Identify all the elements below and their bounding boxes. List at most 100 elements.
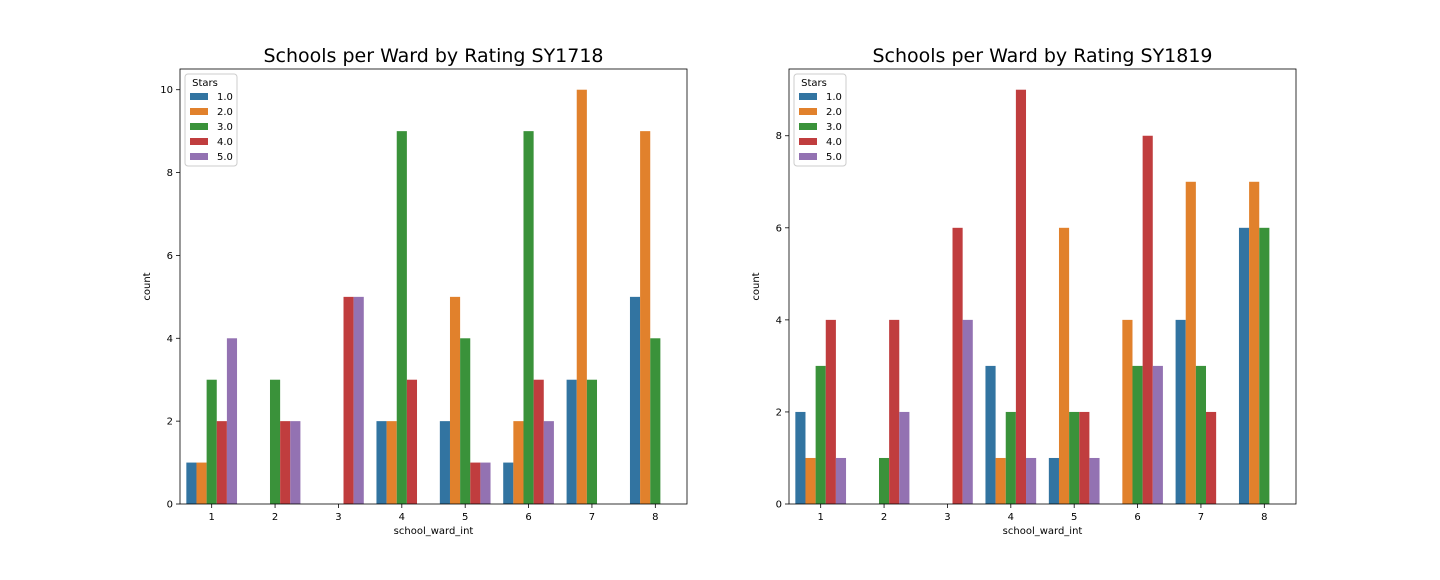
x-tick-label: 1 xyxy=(209,512,215,523)
bar xyxy=(640,131,651,504)
bar xyxy=(889,319,900,504)
legend-entry: 4.0 xyxy=(826,137,842,148)
bar xyxy=(1175,319,1186,504)
bar xyxy=(586,379,598,504)
bar xyxy=(1069,411,1080,504)
bar xyxy=(985,365,996,504)
y-axis-label: count xyxy=(751,272,762,300)
bar xyxy=(449,296,461,504)
legend-entry: 5.0 xyxy=(826,152,842,163)
bar xyxy=(470,462,481,504)
bar xyxy=(1206,411,1217,504)
chart-panel-2: Schools per Ward by Rating SY1819 0 2 4 6 8 1 2… xyxy=(751,45,1297,537)
x-tick-label: 5 xyxy=(462,512,468,523)
bar xyxy=(353,296,364,504)
bar xyxy=(1195,365,1207,504)
legend: Stars 1.0 2.0 3.0 4.0 5.0 xyxy=(184,73,238,167)
legend-swatch xyxy=(799,108,817,115)
x-axis-label: school_ward_int xyxy=(1003,526,1083,537)
bar xyxy=(825,319,836,504)
chart-title: Schools per Ward by Rating SY1819 xyxy=(872,45,1212,67)
legend-swatch xyxy=(190,108,208,115)
bar xyxy=(543,421,554,504)
bar xyxy=(439,421,450,504)
bar xyxy=(376,421,387,504)
y-tick-label: 8 xyxy=(776,131,782,142)
legend-entry: 5.0 xyxy=(217,152,233,163)
bar xyxy=(396,131,407,504)
bar xyxy=(406,379,418,504)
chart-title: Schools per Ward by Rating SY1718 xyxy=(263,45,603,67)
bar xyxy=(513,421,524,504)
legend-swatch xyxy=(190,153,208,160)
x-tick-label: 8 xyxy=(1261,512,1267,523)
x-tick-label: 6 xyxy=(1134,512,1140,523)
legend-swatch xyxy=(190,123,208,130)
x-tick-label: 4 xyxy=(399,512,405,523)
x-tick-label: 2 xyxy=(272,512,278,523)
y-tick-label: 2 xyxy=(776,407,782,418)
y-tick-label: 10 xyxy=(160,85,173,96)
legend-entry: 2.0 xyxy=(217,107,233,118)
bar xyxy=(1089,457,1100,504)
bar xyxy=(216,421,227,504)
chart-panel-1: Schools per Ward by Rating SY1718 0 2 4 6 8 10… xyxy=(142,45,688,537)
bar xyxy=(343,296,354,504)
bar xyxy=(386,421,397,504)
y-tick-label: 0 xyxy=(776,500,782,511)
bar xyxy=(480,462,491,504)
bar xyxy=(899,411,910,504)
bar xyxy=(650,338,661,504)
x-tick-label: 7 xyxy=(1198,512,1204,523)
y-tick-label: 4 xyxy=(167,334,173,345)
bar xyxy=(1122,319,1133,504)
bar xyxy=(290,421,301,504)
bar xyxy=(226,338,238,504)
legend-entry: 4.0 xyxy=(217,137,233,148)
legend-entry: 2.0 xyxy=(826,107,842,118)
y-axis-label: count xyxy=(142,272,153,300)
bar xyxy=(533,379,544,504)
y-tick-label: 4 xyxy=(776,315,782,326)
x-tick-label: 3 xyxy=(335,512,341,523)
legend-swatch xyxy=(190,93,208,100)
bar xyxy=(1238,227,1250,504)
y-tick-label: 0 xyxy=(167,500,173,511)
legend-swatch xyxy=(799,123,817,130)
axes-frame xyxy=(179,68,688,505)
x-tick-label: 3 xyxy=(944,512,950,523)
y-tick-label: 6 xyxy=(167,251,173,262)
bar xyxy=(503,462,514,504)
legend-entry: 3.0 xyxy=(826,122,842,133)
bar xyxy=(269,379,281,504)
bar xyxy=(1079,411,1090,504)
bar xyxy=(952,227,963,504)
bar xyxy=(1185,181,1196,504)
legend: Stars 1.0 2.0 3.0 4.0 5.0 xyxy=(793,73,847,167)
bar xyxy=(576,89,587,505)
bar xyxy=(280,421,291,504)
legend-swatch xyxy=(799,153,817,160)
bar xyxy=(795,411,806,504)
bar xyxy=(815,365,826,504)
x-axis-label: school_ward_int xyxy=(394,526,474,537)
x-tick-label: 5 xyxy=(1071,512,1077,523)
x-tick-label: 2 xyxy=(881,512,887,523)
bar xyxy=(805,457,816,504)
bar xyxy=(1142,135,1153,504)
legend-swatch xyxy=(190,138,208,145)
bar xyxy=(1048,457,1059,504)
axes-frame xyxy=(788,68,1297,505)
y-tick-label: 8 xyxy=(167,168,173,179)
x-tick-label: 8 xyxy=(652,512,658,523)
bar xyxy=(835,457,847,504)
x-tick-label: 6 xyxy=(525,512,531,523)
y-tick-label: 2 xyxy=(167,417,173,428)
bar xyxy=(1132,365,1143,504)
legend-entry: 3.0 xyxy=(217,122,233,133)
x-tick-label: 1 xyxy=(818,512,824,523)
legend-title: Stars xyxy=(801,78,827,89)
bar xyxy=(1058,227,1070,504)
